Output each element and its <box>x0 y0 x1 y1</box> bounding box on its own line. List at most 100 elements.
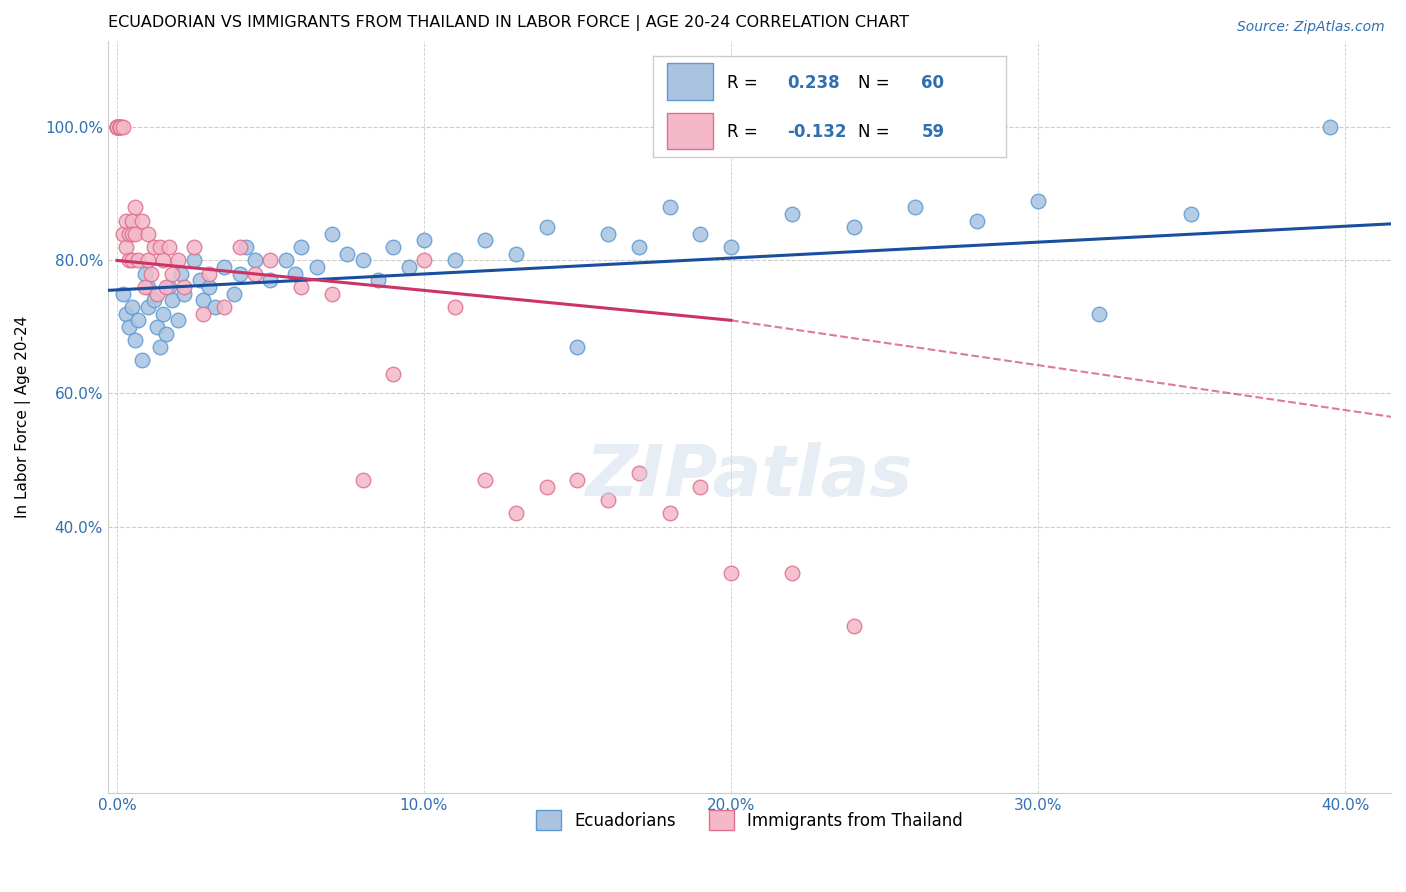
Point <box>118 320 141 334</box>
Point <box>108 120 131 135</box>
Point <box>284 267 307 281</box>
Point <box>105 120 128 135</box>
Point <box>170 267 193 281</box>
Point <box>131 353 153 368</box>
Point <box>222 286 245 301</box>
Point <box>155 280 177 294</box>
Point <box>121 227 143 241</box>
Point <box>183 240 205 254</box>
Point <box>627 467 650 481</box>
Point <box>658 200 681 214</box>
Text: Source: ZipAtlas.com: Source: ZipAtlas.com <box>1237 20 1385 34</box>
Point <box>474 234 496 248</box>
Point <box>198 280 221 294</box>
Point <box>598 227 620 241</box>
Point <box>382 240 405 254</box>
Point <box>243 253 266 268</box>
Point <box>155 326 177 341</box>
Point <box>382 367 405 381</box>
Point <box>904 200 927 214</box>
Point <box>191 307 214 321</box>
Point <box>108 120 131 135</box>
Point <box>1180 207 1202 221</box>
Point <box>127 313 149 327</box>
Point <box>842 619 865 633</box>
Point <box>160 267 183 281</box>
Point <box>966 213 988 227</box>
Point <box>136 280 159 294</box>
Point <box>105 120 128 135</box>
Point <box>505 247 527 261</box>
Point <box>1319 120 1341 135</box>
Point <box>229 240 252 254</box>
Point <box>121 300 143 314</box>
Point <box>235 240 257 254</box>
Point <box>689 480 711 494</box>
Point <box>567 473 589 487</box>
Point <box>229 267 252 281</box>
Point <box>1088 307 1111 321</box>
Point <box>842 220 865 235</box>
Point <box>124 333 146 347</box>
Point <box>658 506 681 520</box>
Point <box>115 307 138 321</box>
Point <box>142 293 165 308</box>
Point <box>214 260 236 274</box>
Point <box>146 320 169 334</box>
Point <box>134 267 156 281</box>
Point <box>191 293 214 308</box>
Text: ZIPatlas: ZIPatlas <box>586 442 912 511</box>
Point <box>118 227 141 241</box>
Point <box>105 120 128 135</box>
Point <box>121 213 143 227</box>
Point <box>305 260 328 274</box>
Point <box>689 227 711 241</box>
Point <box>321 227 343 241</box>
Point <box>149 240 172 254</box>
Point <box>188 273 211 287</box>
Point <box>121 253 143 268</box>
Point <box>214 300 236 314</box>
Legend: Ecuadorians, Immigrants from Thailand: Ecuadorians, Immigrants from Thailand <box>529 804 970 837</box>
Point <box>108 120 131 135</box>
Point <box>115 240 138 254</box>
Point <box>274 253 297 268</box>
Point <box>112 286 135 301</box>
Text: ECUADORIAN VS IMMIGRANTS FROM THAILAND IN LABOR FORCE | AGE 20-24 CORRELATION CH: ECUADORIAN VS IMMIGRANTS FROM THAILAND I… <box>108 15 908 31</box>
Point <box>149 340 172 354</box>
Point <box>112 120 135 135</box>
Point <box>243 267 266 281</box>
Point <box>183 253 205 268</box>
Point <box>127 253 149 268</box>
Point <box>139 267 162 281</box>
Point <box>413 234 436 248</box>
Point <box>782 207 804 221</box>
Point <box>136 300 159 314</box>
Point <box>167 253 190 268</box>
Point <box>413 253 436 268</box>
Point <box>157 280 180 294</box>
Point <box>136 253 159 268</box>
Point <box>398 260 420 274</box>
Point <box>152 253 174 268</box>
Point <box>108 120 131 135</box>
Point <box>336 247 359 261</box>
Point <box>290 240 312 254</box>
Point <box>259 273 281 287</box>
Point <box>131 213 153 227</box>
Point <box>204 300 226 314</box>
Point <box>720 566 742 581</box>
Point <box>152 307 174 321</box>
Point <box>352 473 374 487</box>
Point <box>173 280 195 294</box>
Point <box>259 253 281 268</box>
Point <box>505 506 527 520</box>
Point <box>124 200 146 214</box>
Point <box>1026 194 1049 208</box>
Point <box>536 480 558 494</box>
Point <box>105 120 128 135</box>
Point <box>167 313 190 327</box>
Point <box>142 240 165 254</box>
Y-axis label: In Labor Force | Age 20-24: In Labor Force | Age 20-24 <box>15 316 31 518</box>
Point <box>321 286 343 301</box>
